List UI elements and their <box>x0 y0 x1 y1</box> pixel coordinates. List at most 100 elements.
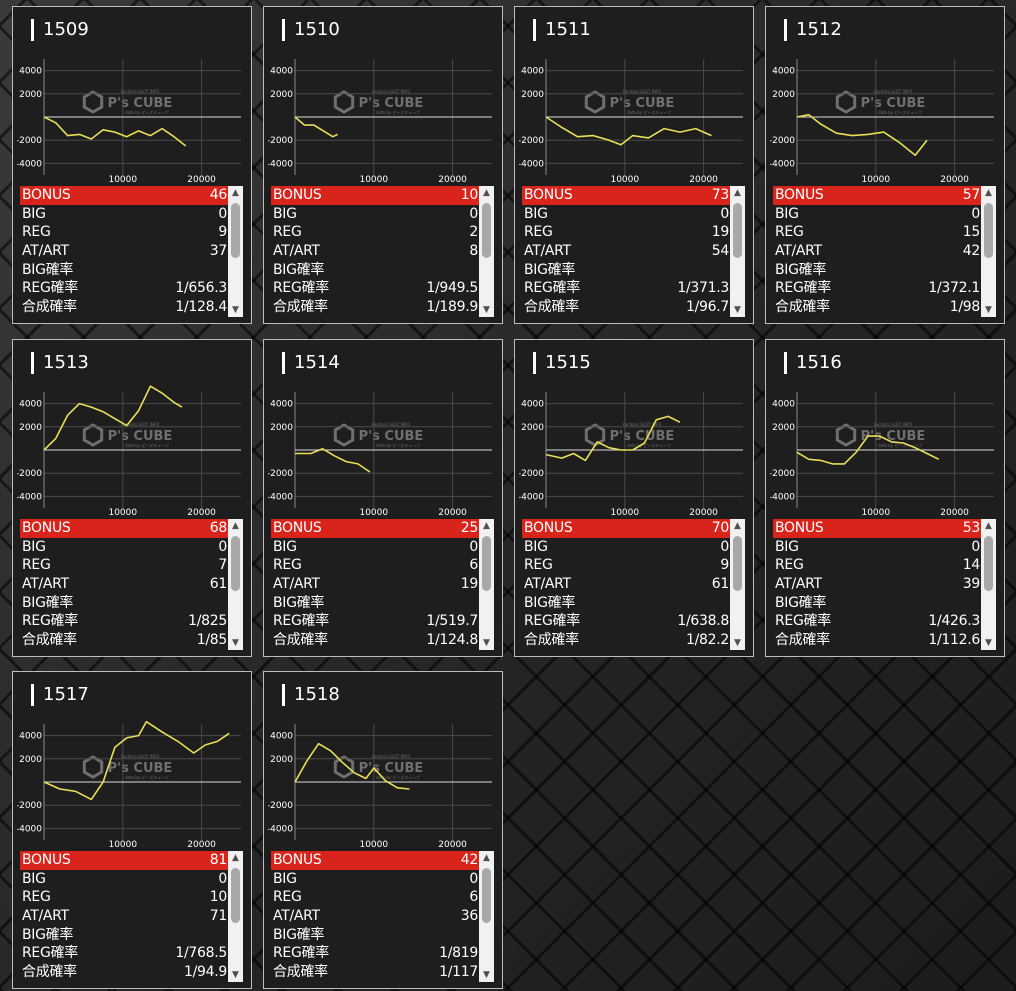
y-tick-label: 2000 <box>521 423 544 433</box>
slump-graph: Pachislo SLOT INFO P's CUBE data by ピーズキュー… <box>770 51 1002 183</box>
watermark-caption: data by ピーズキューブ <box>376 774 420 780</box>
machine-number[interactable]: 1517 <box>31 684 89 706</box>
stats-scrollbar[interactable]: ▲ ▼ <box>479 851 494 982</box>
stats-scrollbar[interactable]: ▲ ▼ <box>479 519 494 650</box>
y-tick-label: 4000 <box>270 400 293 410</box>
big-rate-row: BIG確率 <box>271 594 480 613</box>
bonus-value: 57 <box>962 187 981 203</box>
machine-number[interactable]: 1509 <box>31 19 89 41</box>
scroll-up-arrow-icon[interactable]: ▲ <box>483 853 490 863</box>
scroll-up-arrow-icon[interactable]: ▲ <box>232 188 239 198</box>
machine-number[interactable]: 1512 <box>784 19 842 41</box>
scroll-thumb[interactable] <box>984 203 993 258</box>
scroll-thumb[interactable] <box>482 868 491 923</box>
machine-card[interactable]: 1517 Pachislo SLOT INFO P's CUBE data by ピ… <box>12 671 252 989</box>
big-rate-row: BIG確率 <box>773 594 982 613</box>
machine-card[interactable]: 1518 Pachislo SLOT INFO P's CUBE data by ピ… <box>263 671 503 989</box>
scroll-up-arrow-icon[interactable]: ▲ <box>483 188 490 198</box>
machine-card[interactable]: 1516 Pachislo SLOT INFO P's CUBE data by ピ… <box>765 339 1005 657</box>
reg-row: REG 9 <box>20 223 229 242</box>
machine-card[interactable]: 1513 Pachislo SLOT INFO P's CUBE data by ピ… <box>12 339 252 657</box>
machine-number[interactable]: 1514 <box>282 352 340 374</box>
stats-scrollbar[interactable]: ▲ ▼ <box>981 519 996 650</box>
scroll-down-arrow-icon[interactable]: ▼ <box>985 305 992 315</box>
scroll-down-arrow-icon[interactable]: ▼ <box>232 970 239 980</box>
scroll-down-arrow-icon[interactable]: ▼ <box>483 638 490 648</box>
reg-row: REG 7 <box>20 556 229 575</box>
reg-value: 15 <box>962 224 981 241</box>
scroll-up-arrow-icon[interactable]: ▲ <box>985 521 992 531</box>
bonus-value: 46 <box>209 187 228 203</box>
watermark-subtitle: Pachislo SLOT INFO <box>874 422 913 427</box>
big-label: BIG <box>524 205 548 222</box>
scroll-up-arrow-icon[interactable]: ▲ <box>985 188 992 198</box>
scroll-down-arrow-icon[interactable]: ▼ <box>483 970 490 980</box>
machine-number[interactable]: 1513 <box>31 352 89 374</box>
y-tick-label: -2000 <box>17 136 42 146</box>
total-rate-label: 合成確率 <box>775 299 830 316</box>
scroll-down-arrow-icon[interactable]: ▼ <box>483 305 490 315</box>
scroll-up-arrow-icon[interactable]: ▲ <box>734 188 741 198</box>
scroll-down-arrow-icon[interactable]: ▼ <box>734 305 741 315</box>
machine-card[interactable]: 1514 Pachislo SLOT INFO P's CUBE data by ピ… <box>263 339 503 657</box>
y-tick-label: 2000 <box>270 90 293 100</box>
stats-scrollbar[interactable]: ▲ ▼ <box>228 519 243 650</box>
scroll-thumb[interactable] <box>733 536 742 591</box>
at-art-row: AT/ART 71 <box>20 907 229 926</box>
scroll-down-arrow-icon[interactable]: ▼ <box>985 638 992 648</box>
scroll-thumb[interactable] <box>231 203 240 258</box>
scroll-up-arrow-icon[interactable]: ▲ <box>232 853 239 863</box>
stats-scrollbar[interactable]: ▲ ▼ <box>228 186 243 317</box>
scroll-down-arrow-icon[interactable]: ▼ <box>734 638 741 648</box>
cube-logo-icon <box>82 423 104 447</box>
bonus-row: BONUS 10 <box>271 186 480 205</box>
scroll-thumb[interactable] <box>733 203 742 258</box>
scroll-up-arrow-icon[interactable]: ▲ <box>483 521 490 531</box>
reg-rate-label: REG確率 <box>775 613 831 630</box>
big-rate-row: BIG確率 <box>522 261 731 280</box>
big-row: BIG 0 <box>20 870 229 889</box>
stats-scrollbar[interactable]: ▲ ▼ <box>730 186 745 317</box>
watermark-brand: P's CUBE <box>108 761 173 776</box>
scroll-up-arrow-icon[interactable]: ▲ <box>734 521 741 531</box>
reg-label: REG <box>775 557 804 574</box>
machine-card[interactable]: 1509 Pachislo SLOT INFO P's CUBE data by ピ… <box>12 6 252 324</box>
scroll-thumb[interactable] <box>231 536 240 591</box>
reg-rate-label: REG確率 <box>22 280 78 297</box>
watermark-caption: data by ピーズキューブ <box>627 442 671 448</box>
machine-card[interactable]: 1512 Pachislo SLOT INFO P's CUBE data by ピ… <box>765 6 1005 324</box>
watermark-brand: P's CUBE <box>359 761 424 776</box>
scroll-down-arrow-icon[interactable]: ▼ <box>232 638 239 648</box>
watermark-subtitle: Pachislo SLOT INFO <box>372 754 411 759</box>
machine-card[interactable]: 1515 Pachislo SLOT INFO P's CUBE data by ピ… <box>514 339 754 657</box>
machine-card[interactable]: 1511 Pachislo SLOT INFO P's CUBE data by ピ… <box>514 6 754 324</box>
stats-scrollbar[interactable]: ▲ ▼ <box>479 186 494 317</box>
reg-rate-row: REG確率 1/638.8 <box>522 612 731 631</box>
machine-number[interactable]: 1516 <box>784 352 842 374</box>
at-art-row: AT/ART 54 <box>522 242 731 261</box>
scroll-thumb[interactable] <box>482 203 491 258</box>
stats-scrollbar[interactable]: ▲ ▼ <box>228 851 243 982</box>
watermark-brand: P's CUBE <box>610 96 675 111</box>
reg-row: REG 6 <box>271 556 480 575</box>
scroll-down-arrow-icon[interactable]: ▼ <box>232 305 239 315</box>
scroll-up-arrow-icon[interactable]: ▲ <box>232 521 239 531</box>
big-row: BIG 0 <box>522 538 731 557</box>
machine-number[interactable]: 1510 <box>282 19 340 41</box>
scroll-thumb[interactable] <box>984 536 993 591</box>
scroll-thumb[interactable] <box>231 868 240 923</box>
watermark-caption: data by ピーズキューブ <box>878 109 922 115</box>
y-tick-label: 2000 <box>19 423 42 433</box>
scroll-thumb[interactable] <box>482 536 491 591</box>
machine-number[interactable]: 1518 <box>282 684 340 706</box>
stats-scrollbar[interactable]: ▲ ▼ <box>730 519 745 650</box>
reg-rate-value: 1/426.3 <box>928 613 980 630</box>
total-rate-value: 1/112.6 <box>928 632 980 649</box>
stats-scrollbar[interactable]: ▲ ▼ <box>981 186 996 317</box>
machine-number[interactable]: 1515 <box>533 352 591 374</box>
watermark-subtitle: Pachislo SLOT INFO <box>372 422 411 427</box>
machine-number[interactable]: 1511 <box>533 19 591 41</box>
reg-label: REG <box>22 889 51 906</box>
machine-card[interactable]: 1510 Pachislo SLOT INFO P's CUBE data by ピ… <box>263 6 503 324</box>
